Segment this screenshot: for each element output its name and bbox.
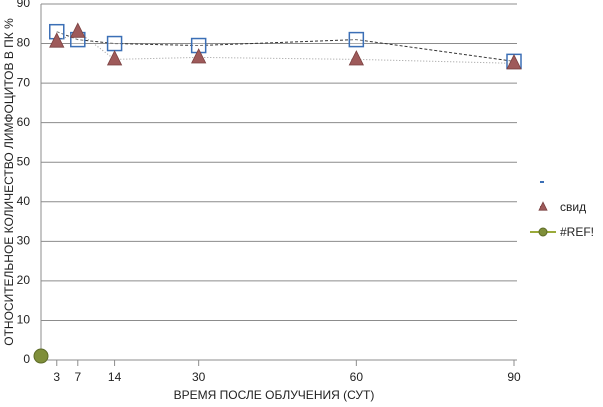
marker (348, 31, 365, 48)
y-tick-label: 60 (17, 115, 31, 129)
y-tick-label: 30 (17, 234, 31, 248)
legend-label: свид (560, 200, 586, 214)
y-tick-label: 10 (17, 313, 31, 327)
x-tick-label: 90 (507, 370, 521, 384)
x-tick-label: 7 (74, 370, 81, 384)
marker (33, 348, 49, 364)
x-tick-label: 30 (192, 370, 206, 384)
x-tick-label: 60 (350, 370, 364, 384)
y-tick-label: 40 (17, 194, 31, 208)
y-tick-label: 70 (17, 75, 31, 89)
y-tick-label: 80 (17, 36, 31, 50)
x-tick-label: 14 (108, 370, 122, 384)
marker (106, 50, 123, 66)
y-tick-label: 20 (17, 273, 31, 287)
marker (49, 32, 65, 48)
y-axis-label: ОТНОСИТЕЛЬНОЕ КОЛИЧЕСТВО ЛИМФОЦИТОВ В ПК… (2, 18, 16, 346)
marker (506, 54, 522, 70)
x-tick-label: 3 (53, 370, 60, 384)
series-line (56, 31, 515, 62)
marker (106, 35, 123, 52)
legend-label: #REF! (560, 225, 594, 239)
y-tick-label: 0 (23, 352, 30, 366)
series-line (56, 31, 515, 64)
legend-marker (538, 201, 548, 211)
marker (348, 50, 364, 66)
legend-marker (538, 227, 548, 237)
y-tick-label: 90 (17, 0, 31, 10)
y-tick-label: 50 (17, 154, 31, 168)
marker (70, 22, 86, 38)
marker (191, 48, 207, 64)
x-axis-label: ВРЕМЯ ПОСЛЕ ОБЛУЧЕНИЯ (СУТ) (174, 388, 375, 402)
